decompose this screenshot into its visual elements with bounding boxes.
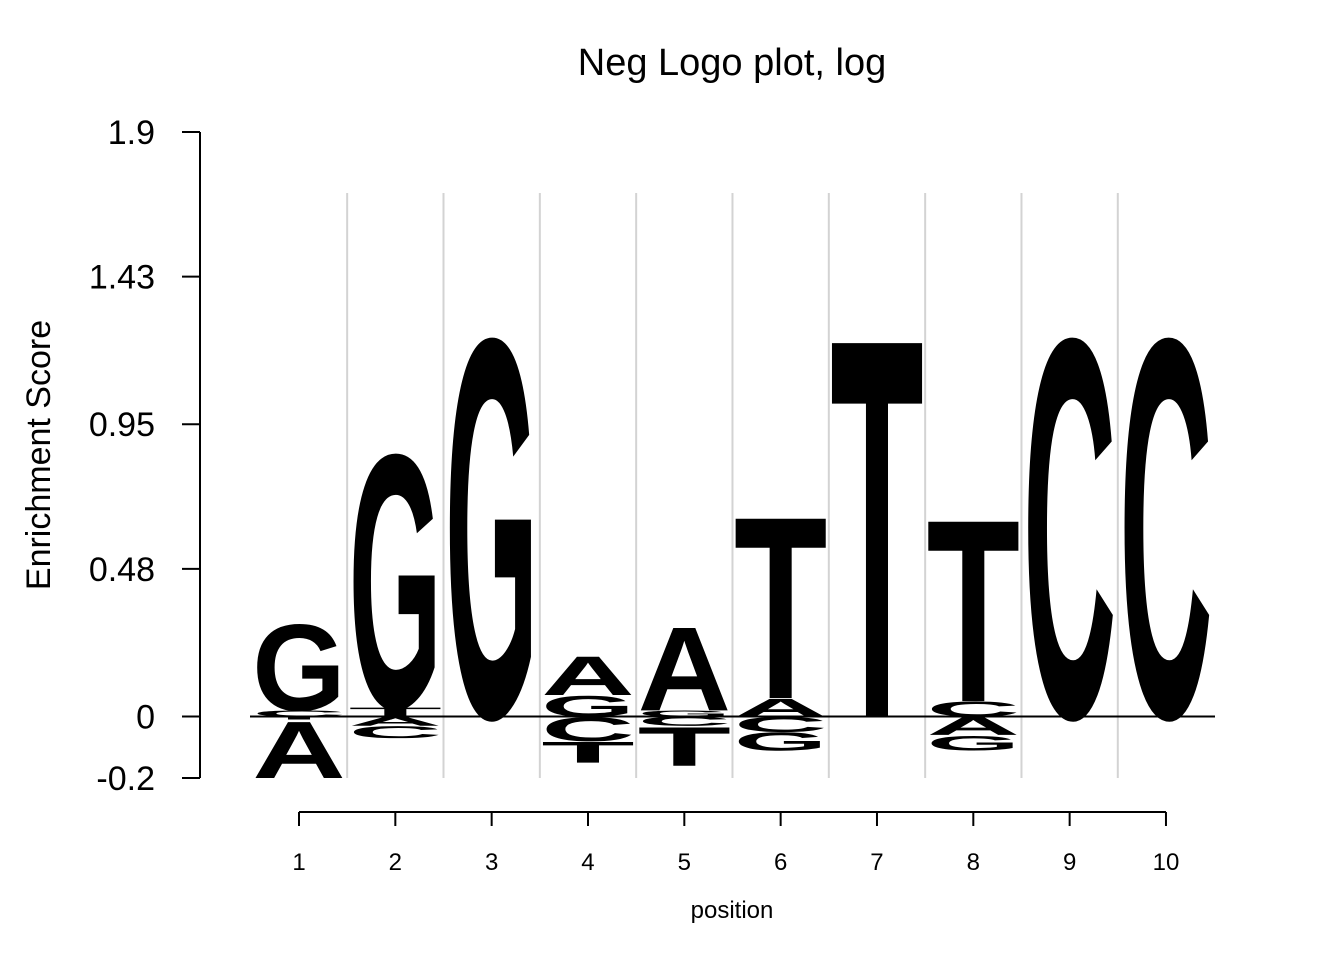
logo-letter-t: T bbox=[927, 467, 1020, 757]
logo-letter-t: T bbox=[638, 716, 731, 778]
logo-letter-g: G bbox=[349, 380, 442, 785]
x-tick-label: 7 bbox=[870, 849, 883, 876]
x-tick-label: 2 bbox=[389, 849, 402, 876]
x-tick-label: 1 bbox=[292, 849, 305, 876]
x-tick-label: 8 bbox=[967, 849, 980, 876]
logo-letter-glyph: A bbox=[349, 714, 442, 728]
logo-letter-g: G bbox=[445, 226, 538, 832]
logo-letter-glyph: C bbox=[349, 722, 442, 741]
y-tick-label: 0 bbox=[136, 698, 155, 736]
logo-letter-t: T bbox=[734, 464, 827, 754]
x-tick-label: 4 bbox=[581, 849, 594, 876]
logo-letter-g: G bbox=[927, 731, 1020, 755]
logo-letter-glyph: T bbox=[638, 716, 731, 778]
logo-letter-glyph: C bbox=[734, 713, 827, 737]
logo-letter-c: C bbox=[252, 709, 345, 719]
x-axis: 1 2 3 4 5 6 7 8 9 10 bbox=[292, 811, 1180, 876]
x-tick-label: 10 bbox=[1153, 849, 1180, 876]
logo-letter-g: G bbox=[252, 599, 345, 737]
x-tick-label: 5 bbox=[678, 849, 691, 876]
logo-letter-t: T bbox=[252, 716, 345, 721]
y-axis: 1.9 1.43 0.95 0.48 0 -0.2 bbox=[89, 114, 201, 798]
logo-letter-glyph: T bbox=[927, 467, 1020, 757]
y-axis-label: Enrichment Score bbox=[20, 320, 58, 590]
logo-letter-t: T bbox=[541, 736, 634, 769]
logo-letter-glyph: A bbox=[252, 704, 345, 795]
logo-letter-glyph: C bbox=[1023, 225, 1116, 832]
x-axis-label: position bbox=[691, 897, 774, 924]
logo-letter-glyph: G bbox=[252, 599, 345, 737]
logo-letter-a: A bbox=[252, 704, 345, 795]
x-tick-label: 3 bbox=[485, 849, 498, 876]
logo-letter-glyph: C bbox=[252, 709, 345, 719]
y-tick-label: 0.95 bbox=[89, 406, 155, 444]
logo-letter-glyph: C bbox=[927, 697, 1020, 721]
logo-letter-glyph: C bbox=[1119, 225, 1212, 832]
logo-letter-glyph: T bbox=[830, 226, 923, 832]
x-tick-label: 6 bbox=[774, 849, 787, 876]
position-separators bbox=[346, 193, 1119, 778]
logo-letter-c: C bbox=[1023, 225, 1116, 832]
logo-letter-glyph: A bbox=[541, 645, 634, 707]
y-tick-label: 1.43 bbox=[89, 259, 155, 297]
logo-letter-c: C bbox=[1119, 225, 1212, 832]
logo-letter-glyph: G bbox=[349, 380, 442, 785]
logo-letter-glyph: G bbox=[927, 731, 1020, 755]
logo-letter-glyph: T bbox=[734, 464, 827, 754]
logo-letter-glyph: G bbox=[638, 709, 731, 719]
y-tick-label: 1.9 bbox=[108, 114, 155, 152]
logo-letter-glyph: A bbox=[638, 603, 731, 736]
logo-letter-c: C bbox=[734, 713, 827, 737]
logo-letter-glyph: T bbox=[541, 736, 634, 769]
logo-letter-a: A bbox=[541, 645, 634, 707]
y-tick-label: -0.2 bbox=[96, 760, 155, 798]
logo-letter-glyph: T bbox=[252, 716, 345, 721]
logo-letter-a: A bbox=[638, 603, 731, 736]
logo-letter-glyph: C bbox=[638, 714, 731, 728]
chart-title: Neg Logo plot, log bbox=[578, 42, 886, 84]
y-tick-label: 0.48 bbox=[89, 551, 155, 589]
logo-letter-glyph: G bbox=[734, 727, 827, 756]
logo-letter-a: A bbox=[349, 714, 442, 728]
logo-letter-c: C bbox=[349, 722, 442, 741]
logo-letter-c: C bbox=[927, 697, 1020, 721]
logo-letter-g: G bbox=[638, 709, 731, 719]
logo-letter-glyph: G bbox=[445, 226, 538, 832]
logo-letter-c: C bbox=[638, 714, 731, 728]
logo-letter-t: T bbox=[830, 226, 923, 832]
logo-letter-g: G bbox=[734, 727, 827, 756]
x-tick-label: 9 bbox=[1063, 849, 1076, 876]
